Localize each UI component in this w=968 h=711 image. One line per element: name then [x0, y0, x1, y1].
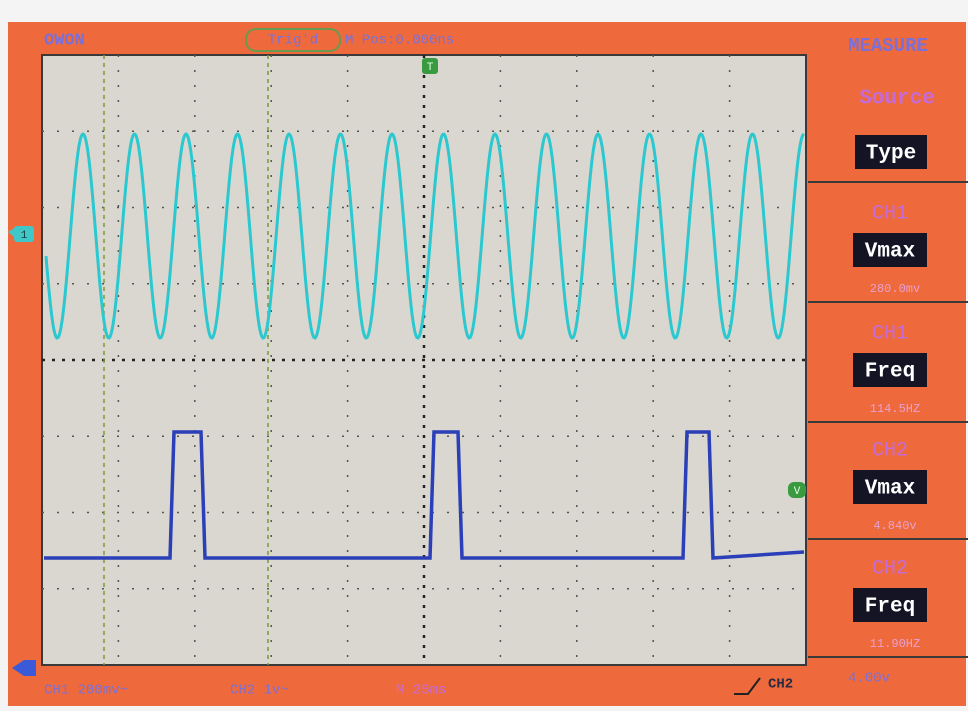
trigger-source: CH2 [768, 677, 793, 693]
measure-reading: 11.90HZ [870, 637, 920, 651]
source-label: Source [859, 88, 935, 111]
measure-type: Freq [865, 361, 915, 384]
type-label: Type [866, 143, 916, 166]
ch1-scale: CH1 200mv~ [44, 683, 128, 699]
trigger-level: 4.00v [848, 671, 890, 687]
ch2-scale: CH2 1v~ [230, 683, 289, 699]
ch1-marker-label: 1 [21, 230, 28, 242]
measure-channel: CH1 [872, 202, 908, 225]
timebase: M 25ms [396, 683, 446, 699]
brand: OWON [44, 31, 85, 50]
ch2-level-marker-label: V [794, 486, 801, 498]
measure-reading: 114.5HZ [870, 402, 920, 416]
horizontal-position: M Pos:0.000ns [345, 33, 454, 49]
measure-type: Freq [865, 596, 915, 619]
trigger-status: Trig'd [268, 33, 318, 49]
oscilloscope-screen: OWON Trig'd M Pos:0.000ns MEASURE Source… [0, 0, 968, 711]
measure-channel: CH2 [872, 439, 908, 462]
measure-reading: 280.0mv [870, 282, 920, 296]
trigger-marker-label: T [427, 62, 434, 74]
measure-title: MEASURE [848, 35, 928, 57]
measure-reading: 4.840v [873, 519, 916, 533]
measure-type: Vmax [865, 478, 916, 501]
measure-type: Vmax [865, 241, 916, 264]
measure-channel: CH1 [872, 322, 908, 345]
measure-channel: CH2 [872, 557, 908, 580]
